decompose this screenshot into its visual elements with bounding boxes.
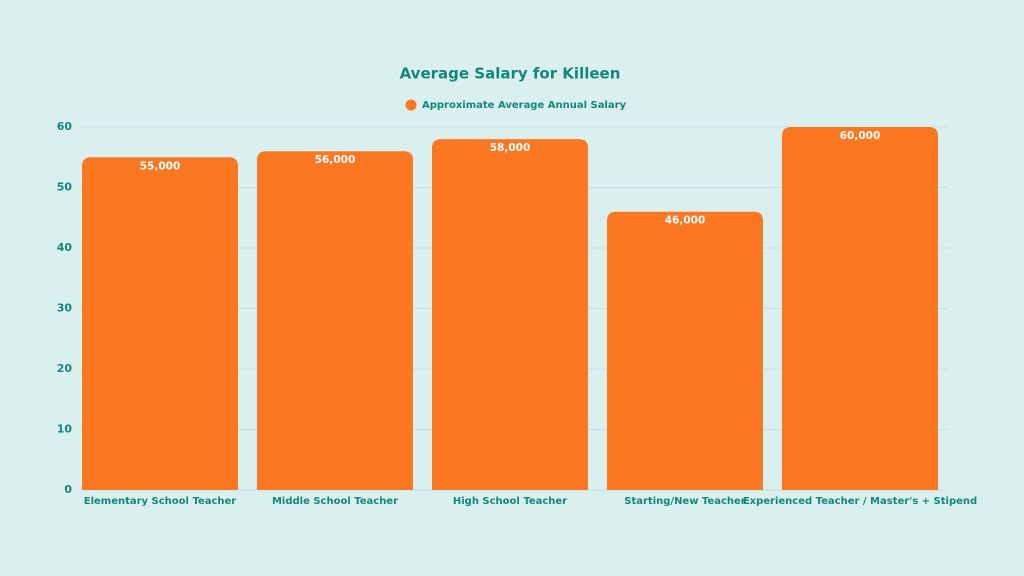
bar bbox=[782, 127, 938, 490]
y-tick-label: 0 bbox=[64, 483, 72, 496]
x-tick-label: Elementary School Teacher bbox=[84, 496, 237, 507]
y-tick-label: 60 bbox=[57, 120, 73, 133]
x-tick-label: Starting/New Teacher bbox=[624, 496, 746, 507]
value-label: 46,000 bbox=[665, 215, 706, 227]
value-label: 60,000 bbox=[840, 130, 881, 142]
value-label: 56,000 bbox=[315, 154, 356, 166]
x-tick-label: High School Teacher bbox=[453, 496, 567, 507]
legend-label: Approximate Average Annual Salary bbox=[422, 100, 627, 111]
legend-marker bbox=[405, 99, 417, 111]
y-tick-label: 30 bbox=[57, 302, 73, 315]
bar bbox=[257, 151, 413, 490]
value-label: 58,000 bbox=[490, 142, 531, 154]
y-tick-label: 50 bbox=[57, 181, 73, 194]
value-label: 55,000 bbox=[140, 160, 181, 172]
bar bbox=[82, 157, 238, 490]
y-tick-label: 20 bbox=[57, 362, 73, 375]
y-tick-label: 40 bbox=[57, 241, 73, 254]
chart-title: Average Salary for Killeen bbox=[400, 65, 621, 83]
bar bbox=[432, 139, 588, 490]
x-tick-label: Middle School Teacher bbox=[272, 496, 398, 507]
y-tick-label: 10 bbox=[57, 423, 73, 436]
x-tick-label: Experienced Teacher / Master's + Stipend bbox=[743, 496, 977, 507]
bar bbox=[607, 211, 763, 490]
